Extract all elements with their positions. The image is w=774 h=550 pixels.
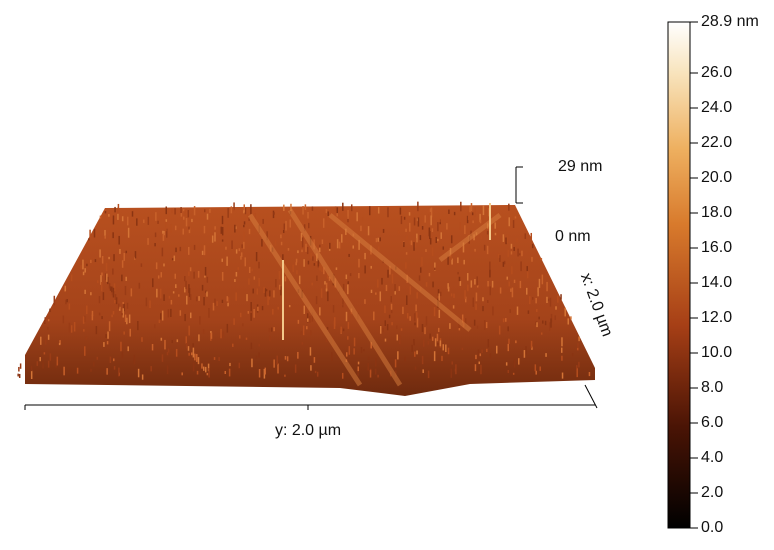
- colorbar: [667, 21, 691, 529]
- surface-group: [17, 201, 595, 396]
- colorbar-max-label: 28.9 nm: [701, 13, 759, 30]
- ridge: [287, 208, 403, 387]
- colorbar-tick-label: 26.0: [701, 64, 732, 81]
- colorbar-tick-label: 6.0: [701, 414, 723, 431]
- x-axis: [584, 384, 598, 409]
- x-axis-label: x: 2.0 µm: [577, 271, 616, 339]
- z-top-label: 29 nm: [558, 158, 602, 175]
- colorbar-tick-label: 12.0: [701, 309, 732, 326]
- z-bottom-label: 0 nm: [555, 228, 591, 245]
- colorbar-tick-label: 4.0: [701, 449, 723, 466]
- colorbar-tick-label: 8.0: [701, 379, 723, 396]
- ridge: [247, 213, 363, 387]
- colorbar-tick-label: 0.0: [701, 519, 723, 536]
- colorbar-tick-label: 14.0: [701, 274, 732, 291]
- colorbar-tick-label: 16.0: [701, 239, 732, 256]
- colorbar-tick-label: 2.0: [701, 484, 723, 501]
- colorbar-tick-label: 20.0: [701, 169, 732, 186]
- ridge: [328, 213, 472, 332]
- colorbar-tick-label: 10.0: [701, 344, 732, 361]
- colorbar-tick-label: 24.0: [701, 99, 732, 116]
- colorbar-tick-label: 22.0: [701, 134, 732, 151]
- y-axis-label: y: 2.0 µm: [275, 422, 341, 439]
- colorbar-tick-label: 18.0: [701, 204, 732, 221]
